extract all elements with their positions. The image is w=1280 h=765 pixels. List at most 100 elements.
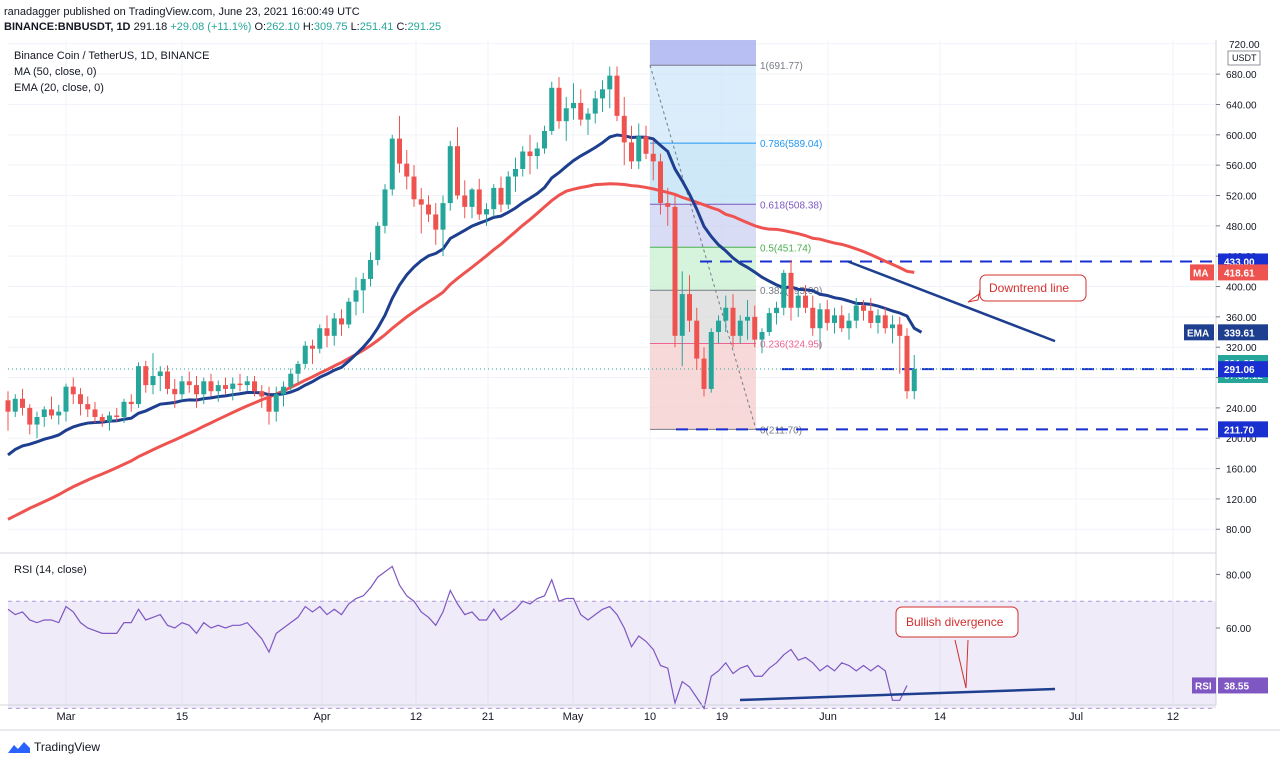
candle-body	[317, 328, 323, 349]
candle-body	[549, 87, 555, 132]
candle-body	[215, 385, 221, 392]
candle-body	[578, 102, 584, 120]
candle-body	[737, 320, 743, 336]
candle-body	[824, 309, 830, 323]
time-tick-label: 19	[716, 711, 728, 723]
candle-body	[266, 396, 272, 412]
candle-body	[679, 294, 685, 336]
brand-name: TradingView	[34, 740, 101, 754]
fib-zone	[650, 143, 756, 205]
price-tick-label: 480.00	[1226, 222, 1257, 233]
candle-body	[288, 373, 294, 387]
downtrend-annotation: Downtrend line	[989, 281, 1069, 295]
open-label: O:	[254, 21, 267, 33]
candle-body	[839, 315, 845, 329]
candle-body	[259, 391, 265, 397]
rsi-tag-name-bg	[1192, 677, 1216, 694]
time-tick-label: 10	[644, 711, 656, 723]
ma-legend[interactable]: MA (50, close, 0)	[14, 66, 97, 78]
price-tick-label: 720.00	[1229, 40, 1260, 51]
divergence-line	[739, 687, 1056, 702]
price-tick-label: 360.00	[1226, 313, 1257, 324]
price-tick-label: 520.00	[1226, 191, 1257, 202]
symbol-line: BINANCE:BNBUSDT, 1D 291.18 +29.08 (+11.1…	[4, 21, 441, 33]
candle-body	[295, 363, 301, 374]
price-tick-label: 600.00	[1226, 131, 1257, 142]
candle-body	[223, 385, 228, 389]
candle-body	[643, 136, 649, 154]
candle-body	[331, 318, 337, 336]
candle-body	[752, 316, 758, 340]
level-211-tag: 211.70	[1224, 425, 1254, 436]
candle-body	[165, 371, 170, 389]
chart-title: Binance Coin / TetherUS, 1D, BINANCE	[14, 50, 210, 62]
time-tick-label: 15	[176, 711, 188, 723]
low-value: 251.41	[359, 21, 394, 33]
candle-body	[78, 394, 83, 405]
time-tick-label: 21	[482, 711, 494, 723]
candle-body	[179, 381, 185, 395]
fib-level-label: 0.618(508.38)	[760, 200, 822, 211]
rsi-tick-label: 60.00	[1226, 624, 1251, 635]
candle-body	[194, 385, 199, 395]
candle-body	[339, 318, 344, 325]
candle-body	[701, 358, 707, 389]
candle-body	[56, 411, 62, 416]
price-tick-label: 640.00	[1226, 100, 1257, 111]
candle-body	[244, 381, 250, 386]
rsi-legend[interactable]: RSI (14, close)	[14, 564, 87, 576]
candle-body	[846, 320, 852, 329]
candle-body	[426, 204, 431, 215]
open-value: 262.10	[266, 21, 300, 33]
candle-body	[890, 324, 895, 329]
low-label: L:	[350, 21, 360, 33]
candle-body	[41, 409, 47, 417]
level-291-tag: 291.06	[1224, 365, 1255, 376]
candle-body	[832, 315, 837, 323]
level-211-tag-bg	[1218, 421, 1268, 438]
ema-value-tag-bg	[1218, 324, 1268, 341]
candle-body	[911, 369, 917, 392]
candle-body	[788, 272, 794, 308]
candle-body	[27, 407, 33, 425]
candle-body	[868, 310, 874, 323]
time-tick-label: Jun	[819, 711, 837, 723]
candle-body	[128, 401, 134, 405]
ma-tag-name: MA	[1193, 268, 1209, 279]
candle-body	[5, 400, 11, 412]
candle-body	[440, 203, 446, 230]
candle-body	[563, 108, 569, 122]
candle-body	[571, 102, 576, 109]
candle-body	[505, 176, 511, 205]
downtrend-line	[847, 260, 1056, 343]
candle-body	[418, 199, 424, 205]
fib-zone	[650, 247, 756, 291]
candle-body	[658, 161, 663, 204]
candle-body	[273, 394, 279, 412]
candle-body	[629, 142, 634, 162]
ma-tag-name-bg	[1190, 264, 1214, 281]
candle-body	[85, 404, 91, 410]
rsi-tag-name: RSI	[1195, 681, 1212, 692]
candle-body	[904, 335, 910, 392]
time-tick-label: 12	[1167, 711, 1179, 723]
callout-box	[895, 606, 1019, 638]
candle-body	[469, 189, 475, 207]
time-tick-label: 12	[410, 711, 422, 723]
candle-body	[447, 146, 453, 204]
candle-body	[723, 307, 729, 321]
candle-body	[476, 189, 482, 215]
candle-body	[795, 295, 801, 308]
candle-body	[404, 163, 410, 177]
time-tick-label: Apr	[313, 711, 330, 723]
candle-body	[513, 168, 518, 177]
candle-body	[665, 203, 671, 207]
ema-legend[interactable]: EMA (20, close, 0)	[14, 82, 104, 94]
symbol-text: BINANCE:BNBUSDT, 1D	[4, 21, 131, 33]
candle-body	[585, 113, 591, 120]
candle-body	[433, 214, 439, 230]
candle-body	[694, 320, 700, 359]
candle-body	[99, 416, 105, 422]
divergence-annotation: Bullish divergence	[906, 615, 1004, 629]
